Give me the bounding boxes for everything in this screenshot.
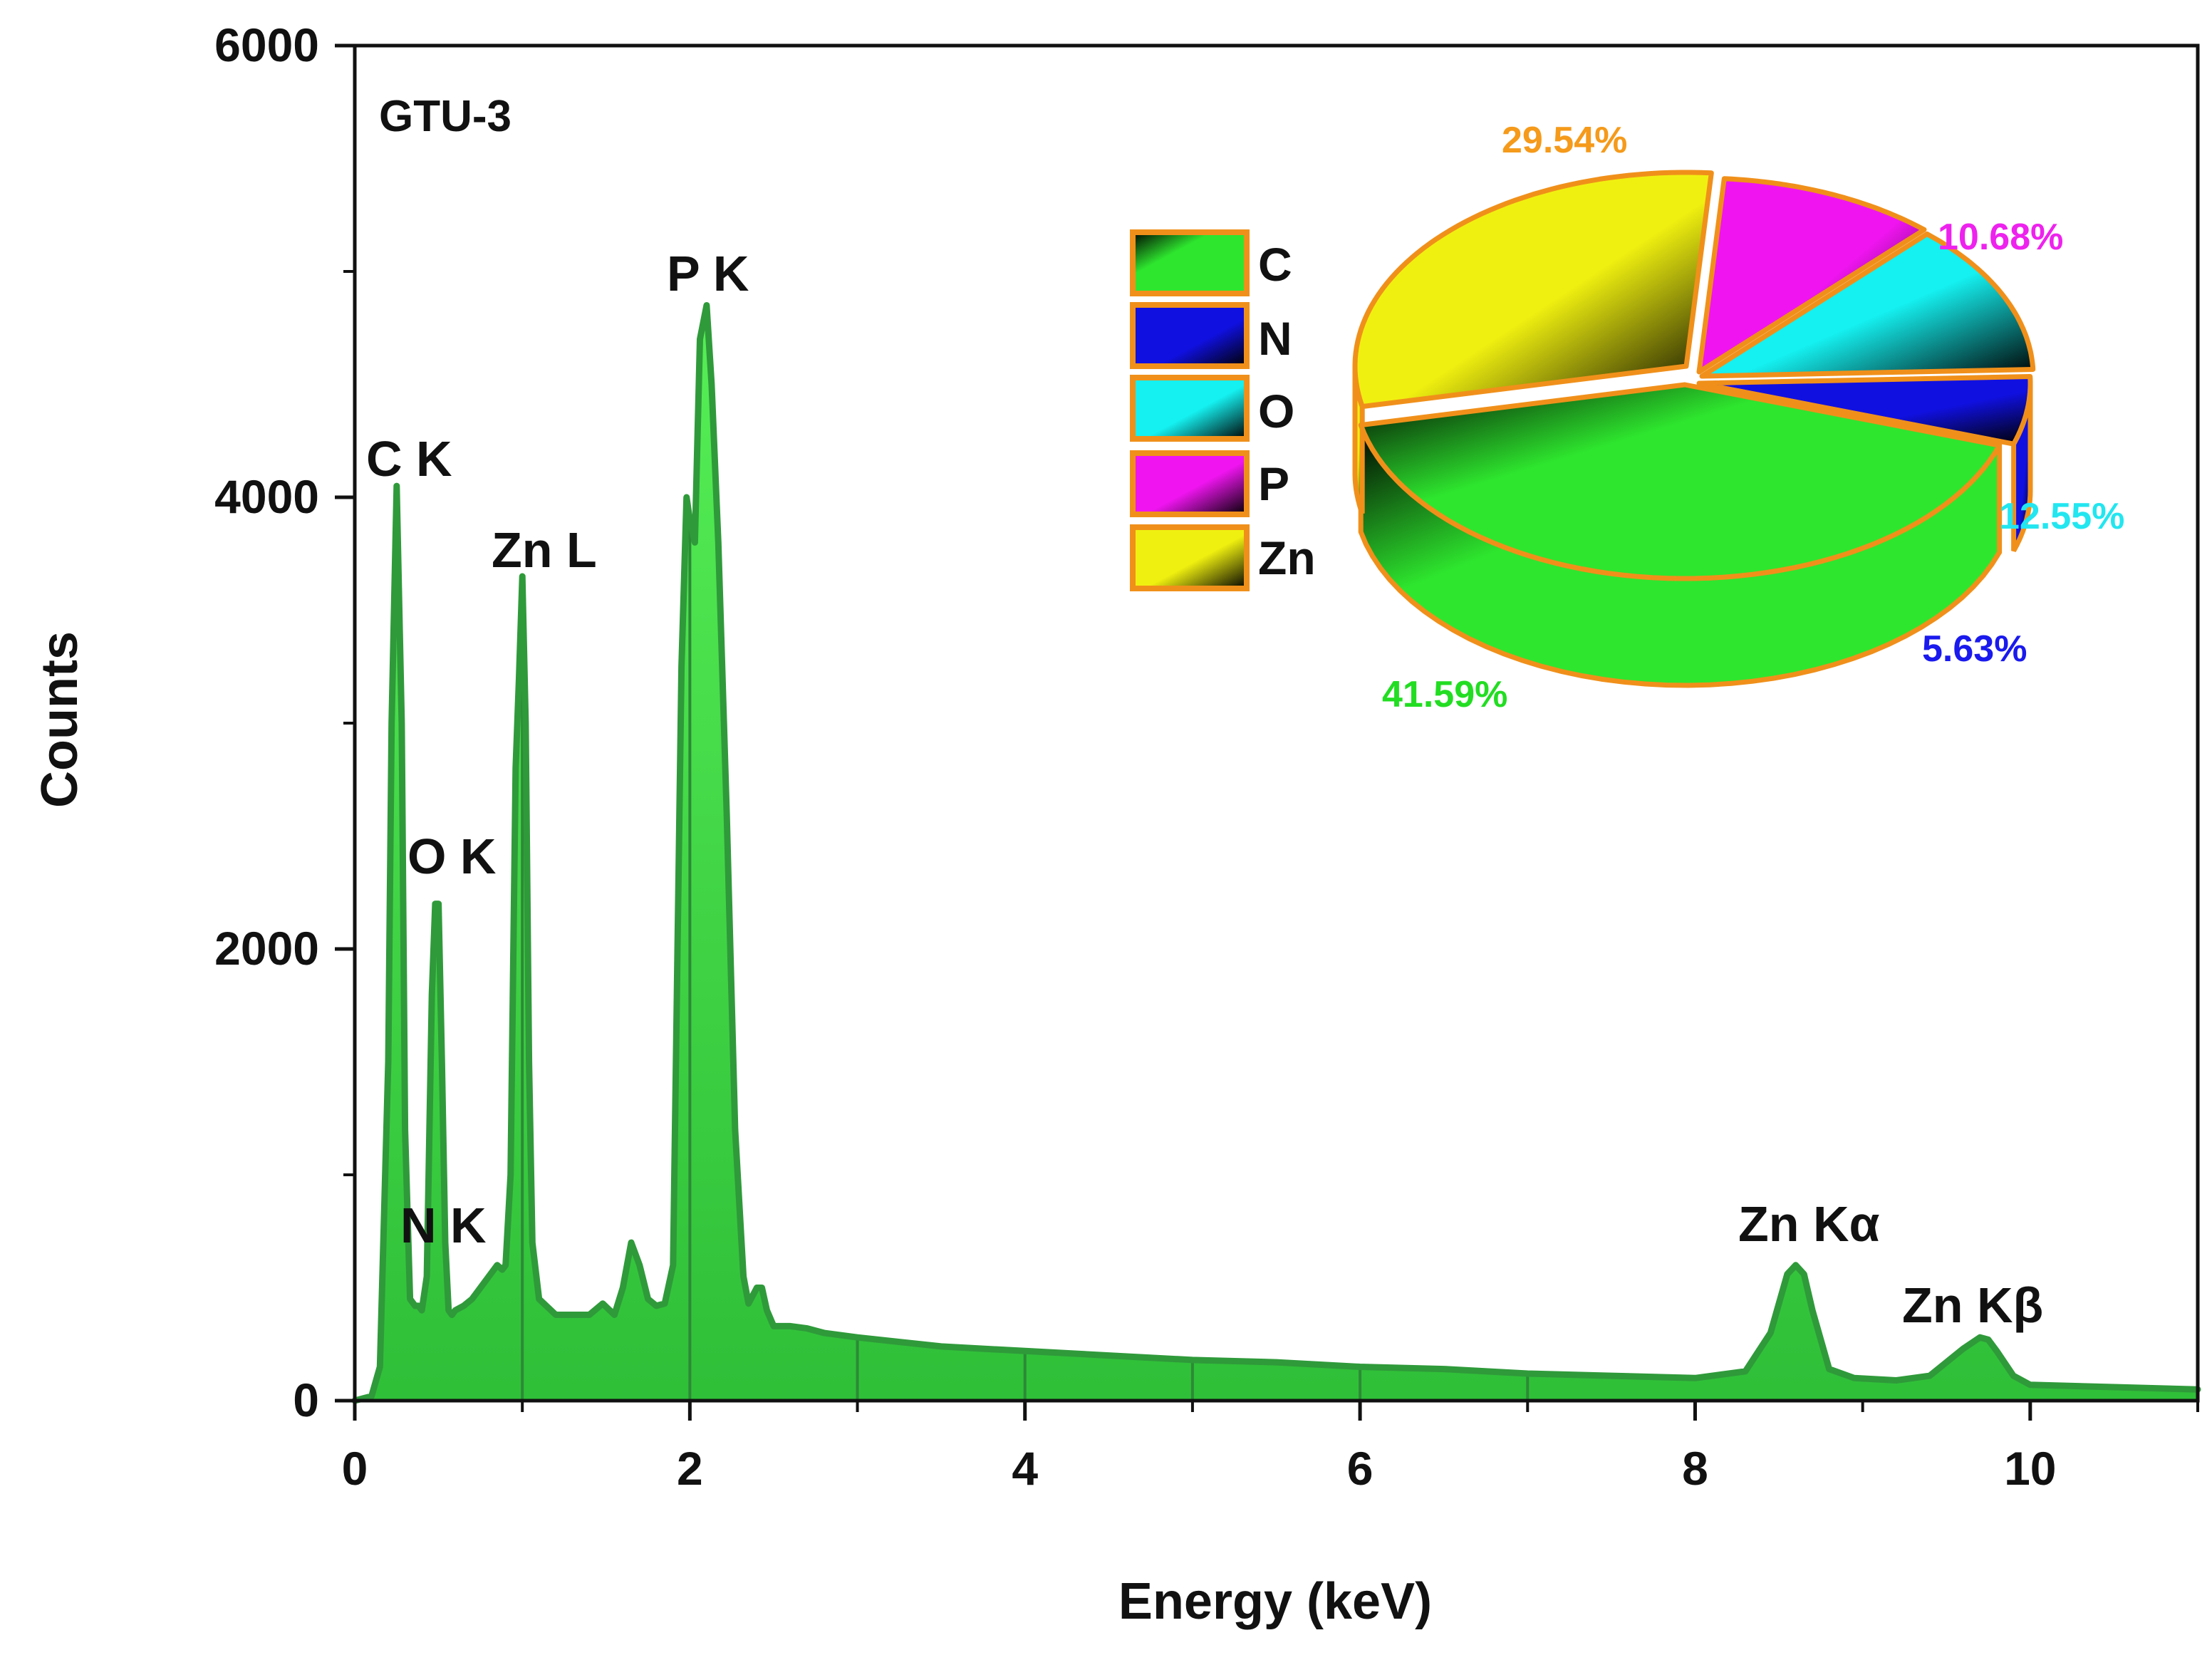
legend-label-o: O [1258,385,1294,437]
peak-labels: C K O K N K Zn L P K Zn Kα Zn Kβ [366,246,2043,1333]
peak-label-c-k: C K [366,431,452,487]
pie-slice-zn [1352,170,1714,410]
y-tick-label: 6000 [214,19,319,71]
x-tick-label: 4 [1012,1442,1038,1495]
legend-label-zn: Zn [1258,531,1316,584]
legend-label-n: N [1258,312,1292,365]
legend-swatch-zn [1130,524,1250,591]
legend-swatch-n [1130,302,1250,369]
sample-label: GTU-3 [379,92,512,141]
peak-label-zn-ka: Zn Kα [1738,1196,1880,1252]
peak-label-zn-kb: Zn Kβ [1902,1277,2043,1333]
pie-label-p: 10.68% [1938,217,2063,258]
pie-top [1352,170,2036,581]
pie-label-zn: 29.54% [1502,120,1627,161]
legend-label-c: C [1258,238,1292,291]
pie-label-o: 12.55% [1999,496,2124,537]
x-tick-label: 2 [677,1442,703,1495]
y-tick-label: 4000 [214,470,319,523]
spectrum-area [355,305,2198,1401]
x-tick-label: 8 [1682,1442,1708,1495]
pie-chart: 41.59% 5.63% 12.55% 10.68% 29.54% [1352,120,2124,715]
pie-slice-n [1696,374,2033,447]
pie-slice-p [1696,176,1927,375]
pie-legend: C N O P Zn [1130,229,1316,591]
legend-swatch-c [1130,229,1250,296]
spectrum-layer [351,302,2201,1404]
pie-labels: 41.59% 5.63% 12.55% 10.68% 29.54% [1382,120,2124,715]
y-axis-title: Counts [31,631,88,808]
x-axis-title: Energy (keV) [1118,1573,1432,1630]
x-tick-label: 0 [342,1442,368,1495]
pie-slice-c [1358,382,2003,581]
y-tick-label: 2000 [214,922,319,975]
y-tick-label: 0 [293,1374,319,1426]
y-axis: 0 2000 4000 6000 [214,19,355,1426]
legend-swatch-o [1130,375,1250,442]
peak-label-p-k: P K [667,246,749,301]
pie-label-c: 41.59% [1382,674,1507,715]
pie-slice-o [1699,231,2036,379]
peak-label-zn-l: Zn L [492,522,597,578]
x-tick-label: 10 [2004,1442,2056,1495]
peak-label-n-k: N K [400,1198,487,1253]
x-axis: 0 2 4 6 8 10 [342,1401,2199,1495]
peak-label-o-k: O K [407,829,496,884]
spectrum-line [351,302,2201,1404]
pie-label-n: 5.63% [1922,628,2027,670]
x-tick-label: 6 [1347,1442,1374,1495]
legend-swatch-p [1130,450,1250,517]
legend-label-p: P [1258,457,1289,510]
